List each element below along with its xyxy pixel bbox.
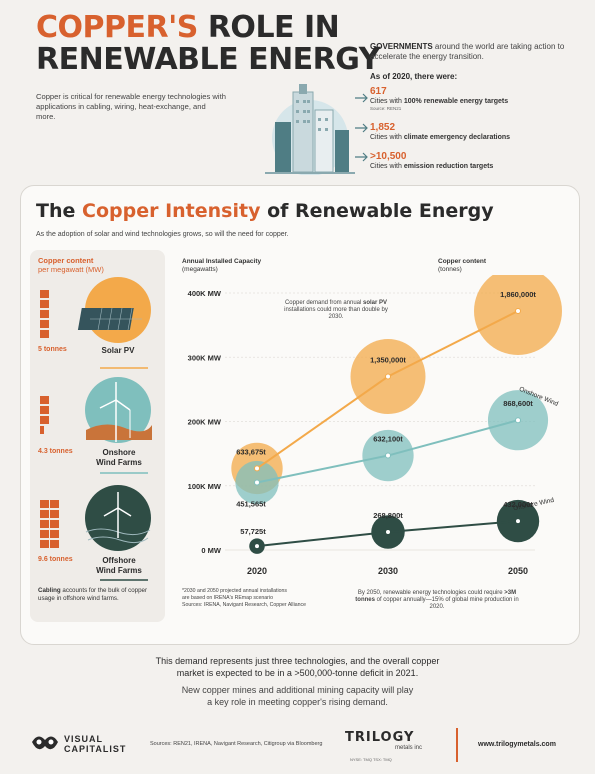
onshore-tonnes: 4.3 tonnes	[38, 448, 73, 455]
data-point	[254, 465, 260, 472]
bubble-solar-pv	[474, 275, 562, 355]
gov-bold: GOVERNMENTS	[370, 42, 433, 51]
data-point	[385, 373, 391, 380]
section-title: The Copper Intensity of Renewable Energy	[36, 200, 494, 222]
stat-number: 1,852	[370, 122, 396, 133]
as-of-heading: As of 2020, there were:	[370, 72, 458, 81]
stat-item: 617 Cities with 100% renewable energy ta…	[370, 86, 508, 111]
solar-copper-blocks	[40, 290, 49, 338]
data-label: 451,565t	[236, 500, 266, 509]
onshore-label: Onshore Wind Farms	[96, 448, 142, 467]
offshore-copper-blocks	[40, 500, 59, 548]
intro-text: Copper is critical for renewable energy …	[36, 92, 226, 121]
data-point	[254, 543, 260, 550]
title-line2: RENEWABLE ENERGY	[36, 42, 380, 77]
stat-text: Cities with climate emergency declaratio…	[370, 134, 511, 141]
footnote: *2030 and 2050 projected annual installa…	[182, 588, 306, 608]
right-note: By 2050, renewable energy technologies c…	[355, 590, 519, 610]
footer-divider	[456, 728, 458, 762]
visual-capitalist-logo-icon	[32, 736, 58, 750]
trilogy-logo: TRILOGY	[345, 730, 415, 745]
stat-number: >10,500	[370, 151, 407, 162]
y-axis-title: Annual Installed Capacity (megawatts)	[182, 258, 262, 273]
data-point	[385, 529, 391, 536]
section-subtitle: As the adoption of solar and wind techno…	[36, 231, 289, 238]
main-title: COPPER'S ROLE IN RENEWABLE ENERGY	[36, 12, 380, 76]
stat-source: Source: REN21	[370, 106, 402, 111]
y-tick-label: 200K MW	[188, 418, 222, 427]
stat-arrows	[355, 93, 368, 162]
chart-svg: 0 MW 100K MW 200K MW 300K MW 400K MW 2020 2030…	[188, 275, 562, 576]
data-point	[385, 452, 391, 459]
onshore-copper-blocks	[40, 396, 49, 434]
footer-sources: Sources: REN21, IRENA, Navigant Research…	[150, 741, 323, 747]
cabling-note: Cabling accounts for the bulk of copper …	[38, 587, 148, 602]
y-tick-label: 100K MW	[188, 482, 222, 491]
gov-rest: around the world are taking action to ac…	[370, 42, 565, 61]
solar-label: Solar PV	[101, 346, 135, 355]
data-label: 268,800t	[373, 511, 403, 520]
x-tick-label: 2050	[508, 566, 528, 576]
data-label: 868,600t	[503, 399, 533, 408]
deficit-text: This demand represents just three techno…	[155, 656, 440, 678]
data-point	[515, 518, 521, 525]
data-point	[254, 479, 260, 486]
city-skyline-illustration	[265, 84, 355, 175]
trilogy-ticker: NYSE: TMQ TSX: TMQ	[350, 757, 392, 762]
copper-content-title: Copper content per megawatt (MW)	[38, 256, 104, 274]
data-point	[515, 417, 521, 424]
data-label: 632,100t	[373, 435, 403, 444]
stat-item: 1,852 Cities with climate emergency decl…	[370, 122, 510, 142]
stat-text: Cities with 100% renewable energy target…	[370, 98, 509, 105]
offshore-tonnes: 9.6 tonnes	[38, 556, 73, 563]
offshore-label: Offshore Wind Farms	[96, 556, 142, 575]
data-point	[515, 307, 521, 314]
stat-item: >10,500 Cities with emission reduction t…	[370, 151, 493, 171]
governments-text: GOVERNMENTS around the world are taking …	[370, 42, 570, 62]
mines-text: New copper mines and additional mining c…	[181, 685, 414, 707]
stat-text: Cities with emission reduction targets	[370, 163, 494, 170]
footer	[0, 720, 595, 774]
visual-capitalist-logo: VISUAL CAPITALIST	[64, 734, 127, 754]
data-label: 57,725t	[240, 527, 266, 536]
solar-tonnes: 5 tonnes	[38, 346, 67, 353]
data-label: 633,675t	[236, 447, 266, 456]
data-label: 432,000t	[503, 500, 533, 509]
copper-content-axis-title: Copper content (tonnes)	[438, 258, 487, 273]
solar-panel-icon	[77, 307, 142, 331]
y-tick-label: 300K MW	[188, 353, 222, 362]
x-tick-label: 2030	[378, 566, 398, 576]
x-tick-label: 2020	[247, 566, 267, 576]
website-link[interactable]: www.trilogymetals.com	[478, 741, 556, 748]
stat-number: 617	[370, 86, 387, 97]
data-label: 1,860,000t	[500, 290, 536, 299]
tech-illustrations	[40, 277, 152, 581]
solar-note: Copper demand from annual solar PV insta…	[284, 300, 388, 320]
title-rest: ROLE IN	[197, 10, 340, 45]
trilogy-sub: metals inc	[395, 745, 423, 751]
y-tick-label: 400K MW	[188, 289, 222, 298]
data-label: 1,350,000t	[370, 356, 406, 365]
y-tick-label: 0 MW	[201, 546, 222, 555]
title-accent: COPPER'S	[36, 10, 198, 45]
